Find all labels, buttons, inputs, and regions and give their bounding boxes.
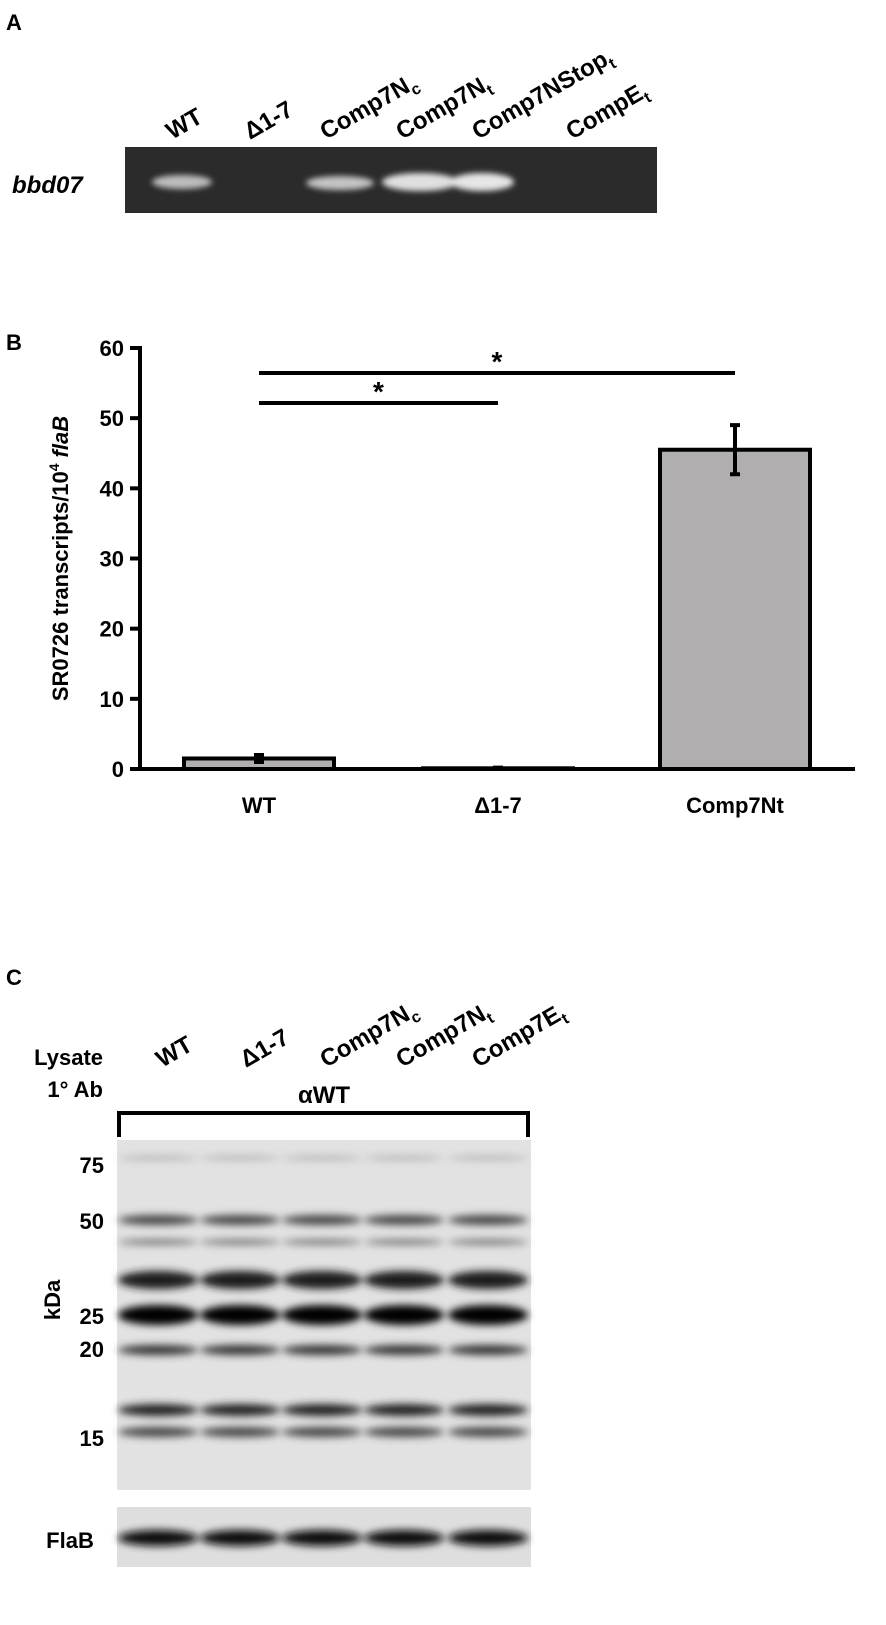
blot-bands bbox=[118, 1156, 528, 1437]
significance-label: * bbox=[492, 346, 503, 377]
row-label: 1° Ab bbox=[47, 1077, 103, 1102]
y-axis-label: SR0726 transcripts/104 flaB bbox=[46, 416, 73, 701]
blot-band bbox=[282, 1239, 362, 1245]
gene-label: bbd07 bbox=[12, 172, 84, 199]
panel-label: B bbox=[6, 330, 22, 355]
blot-band bbox=[364, 1305, 444, 1325]
blot-band bbox=[364, 1271, 444, 1289]
blot-band bbox=[200, 1305, 280, 1325]
blot-band bbox=[364, 1427, 444, 1437]
y-tick-label: 40 bbox=[100, 476, 124, 501]
blot-band bbox=[364, 1404, 444, 1416]
blot-band bbox=[448, 1530, 528, 1546]
band bbox=[450, 173, 514, 191]
blot-band bbox=[448, 1271, 528, 1289]
blot-band bbox=[282, 1404, 362, 1416]
blot-band bbox=[200, 1271, 280, 1289]
error-bar bbox=[730, 423, 740, 477]
y-label-text: SR0726 transcripts/10 bbox=[48, 471, 73, 701]
marker-label: 50 bbox=[80, 1209, 104, 1234]
blot-band bbox=[364, 1345, 444, 1355]
blot-band bbox=[448, 1215, 528, 1225]
x-tick-label: WT bbox=[242, 793, 277, 818]
blot-band bbox=[118, 1345, 198, 1355]
blot-band bbox=[200, 1530, 280, 1546]
blot-band bbox=[118, 1404, 198, 1416]
blot-band bbox=[200, 1427, 280, 1437]
blot-band bbox=[118, 1305, 198, 1325]
y-tick-label: 60 bbox=[100, 336, 124, 361]
flab-bands bbox=[118, 1530, 528, 1546]
antibody-label: αWT bbox=[298, 1082, 350, 1109]
gel-bands bbox=[152, 173, 514, 191]
panel-label: C bbox=[6, 965, 22, 990]
significance-label: * bbox=[373, 376, 384, 407]
blot-band bbox=[118, 1215, 198, 1225]
blot-band bbox=[448, 1305, 528, 1325]
blot-band bbox=[282, 1215, 362, 1225]
marker-label: 15 bbox=[80, 1426, 104, 1451]
blot-band bbox=[282, 1271, 362, 1289]
x-tick-label: Δ1-7 bbox=[474, 793, 522, 818]
blot-band bbox=[282, 1530, 362, 1546]
blot-band bbox=[200, 1345, 280, 1355]
band bbox=[382, 173, 458, 191]
y-tick-label: 0 bbox=[112, 757, 124, 782]
blot-band bbox=[448, 1239, 528, 1245]
bracket bbox=[117, 1111, 530, 1137]
marker-label: 25 bbox=[80, 1304, 104, 1329]
marker-label: 20 bbox=[80, 1337, 104, 1362]
blot-band bbox=[282, 1305, 362, 1325]
blot-band bbox=[282, 1156, 362, 1160]
y-label-italic: flaB bbox=[48, 416, 73, 458]
blot-band bbox=[200, 1215, 280, 1225]
blot-band bbox=[118, 1427, 198, 1437]
bar bbox=[658, 447, 812, 771]
y-tick-label: 10 bbox=[100, 687, 124, 712]
axis-label: kDa bbox=[40, 1279, 65, 1320]
blot-band bbox=[118, 1271, 198, 1289]
blot-band bbox=[118, 1239, 198, 1245]
blot-band bbox=[448, 1345, 528, 1355]
blot-band bbox=[364, 1215, 444, 1225]
blot-band bbox=[118, 1530, 198, 1546]
blot-band bbox=[448, 1404, 528, 1416]
band bbox=[152, 175, 212, 189]
blot-band bbox=[364, 1530, 444, 1546]
band bbox=[306, 176, 374, 190]
blot-band bbox=[200, 1156, 280, 1160]
x-tick-label: Comp7Nt bbox=[686, 793, 784, 818]
y-label-sup: 4 bbox=[46, 463, 62, 471]
blot-band bbox=[200, 1239, 280, 1245]
panel-label: A bbox=[6, 10, 22, 35]
y-tick-label: 30 bbox=[100, 547, 124, 572]
y-tick-label: 50 bbox=[100, 406, 124, 431]
blot-band bbox=[282, 1427, 362, 1437]
error-bar bbox=[254, 752, 264, 764]
blot-band bbox=[448, 1156, 528, 1160]
blot-band bbox=[200, 1404, 280, 1416]
row-label: Lysate bbox=[34, 1045, 103, 1070]
blot-band bbox=[118, 1156, 198, 1160]
blot-band bbox=[448, 1427, 528, 1437]
blot-band bbox=[364, 1156, 444, 1160]
blot-band bbox=[282, 1345, 362, 1355]
loading-label: FlaB bbox=[46, 1528, 94, 1553]
marker-label: 75 bbox=[80, 1153, 104, 1178]
y-tick-label: 20 bbox=[100, 617, 124, 642]
blot-band bbox=[364, 1239, 444, 1245]
